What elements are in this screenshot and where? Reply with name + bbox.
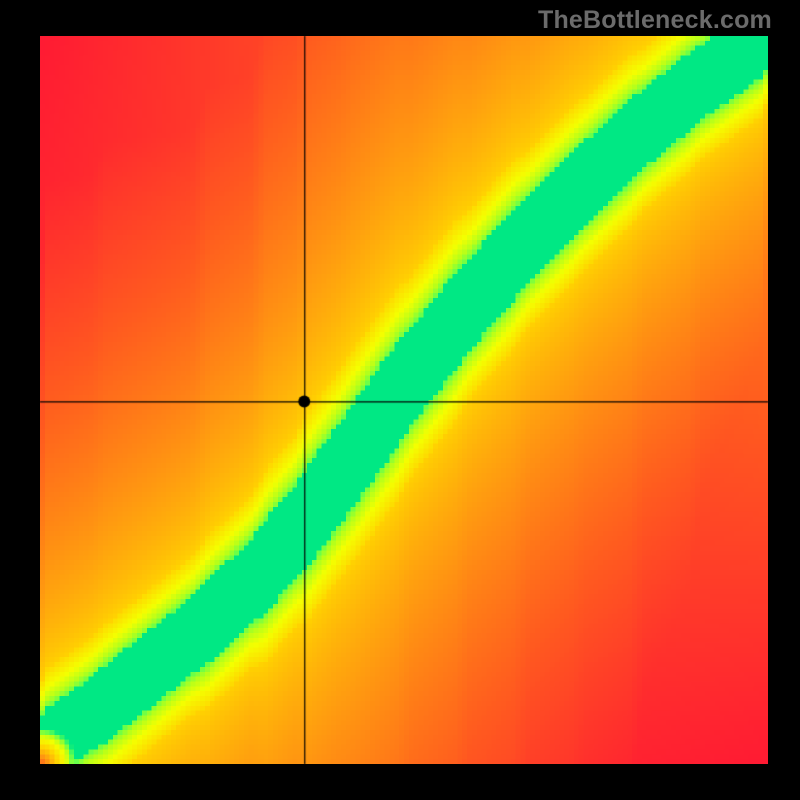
watermark-text: TheBottleneck.com [538, 6, 772, 35]
overlay-canvas [0, 0, 800, 800]
chart-container: TheBottleneck.com [0, 0, 800, 800]
